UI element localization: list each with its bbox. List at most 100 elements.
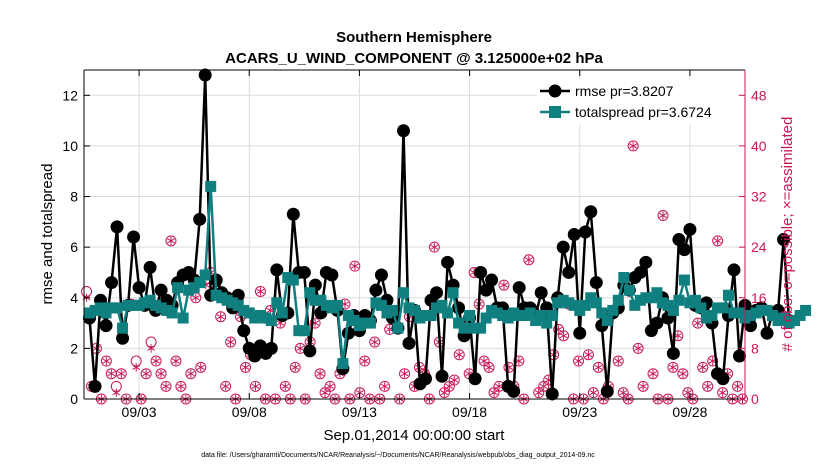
rmse-point <box>468 372 482 386</box>
y2-tick-label: 0 <box>751 391 759 407</box>
totalspread-point <box>706 309 718 321</box>
possible-marker <box>324 380 336 392</box>
assimilated-marker <box>152 356 160 366</box>
totalspread-point <box>84 307 96 319</box>
totalspread-point <box>717 302 729 314</box>
assimilated-marker <box>112 388 121 397</box>
totalspread-point <box>271 297 283 309</box>
totalspread-point <box>386 304 398 316</box>
plot-frame <box>83 69 746 400</box>
totalspread-point <box>700 312 712 324</box>
assimilated-marker <box>370 337 379 347</box>
possible-marker <box>647 368 659 380</box>
possible-marker <box>717 387 729 399</box>
y-tick-label: 6 <box>70 239 78 255</box>
assimilated-marker <box>524 255 533 265</box>
assimilated-marker <box>534 388 543 397</box>
totalspread-point <box>381 307 393 319</box>
assimilated-marker <box>659 211 667 220</box>
assimilated-marker <box>241 363 250 372</box>
rmse-point <box>435 369 449 383</box>
assimilated-marker <box>226 337 235 347</box>
totalspread-point <box>535 309 547 321</box>
assimilated-marker <box>639 382 648 391</box>
possible-marker <box>100 355 112 367</box>
possible-marker <box>155 368 167 380</box>
rmse-point <box>562 265 576 279</box>
assimilated-marker <box>678 369 687 378</box>
totalspread-point <box>563 297 575 309</box>
rmse-point <box>672 233 686 247</box>
totalspread-point <box>728 307 740 319</box>
rmse-point <box>683 222 697 236</box>
totalspread-point <box>673 294 685 306</box>
possible-marker <box>150 355 162 367</box>
possible-marker <box>195 361 207 373</box>
assimilated-marker <box>221 382 230 391</box>
possible-marker <box>707 355 719 367</box>
assimilated-marker <box>455 350 464 359</box>
totalspread-point <box>689 294 701 306</box>
x-tick-label: 09/13 <box>342 404 377 420</box>
totalspread-point <box>579 299 591 311</box>
possible-marker <box>399 368 411 380</box>
y-axis-right: 0 8 16 24 32 40 48 <box>739 87 767 407</box>
possible-marker <box>573 355 585 367</box>
rmse-point <box>99 319 113 333</box>
assimilated-marker <box>440 388 449 397</box>
legend-box <box>537 79 738 125</box>
assimilated-marker <box>539 382 548 391</box>
totalspread-point <box>359 317 371 329</box>
assimilated-marker <box>291 363 300 372</box>
x-axis-label: Sep.01,2014 00:00:00 start <box>324 427 506 444</box>
totalspread-point <box>574 304 586 316</box>
rmse-point <box>88 379 102 393</box>
assimilated-marker <box>196 363 205 372</box>
totalspread-point <box>678 274 690 286</box>
totalspread-point <box>243 307 255 319</box>
y-axis-left: 0 2 4 6 8 10 12 <box>62 87 90 407</box>
totalspread-point <box>392 322 404 334</box>
totalspread-point <box>161 304 173 316</box>
assimilated-marker <box>102 356 111 366</box>
totalspread-point <box>645 292 657 304</box>
possible-marker <box>587 387 599 399</box>
assimilated-marker <box>167 236 175 246</box>
rmse-point <box>727 263 741 277</box>
totalspread-point <box>183 284 195 296</box>
possible-marker <box>712 235 724 247</box>
totalspread-point <box>414 312 426 324</box>
totalspread-point <box>348 315 360 327</box>
rmse-point <box>633 265 647 279</box>
totalspread-point <box>210 289 222 301</box>
assimilated-marker <box>733 382 742 391</box>
totalspread-point <box>767 309 779 321</box>
totalspread-point <box>546 309 558 321</box>
assimilated-marker <box>574 356 583 366</box>
possible-marker <box>612 355 624 367</box>
possible-marker <box>249 380 261 392</box>
totalspread-point <box>221 294 233 306</box>
rmse-point <box>760 326 774 340</box>
totalspread-point <box>409 304 420 316</box>
assimilated-marker <box>649 369 657 378</box>
assimilated-marker <box>191 293 200 302</box>
totalspread-point <box>199 269 211 281</box>
totalspread-point <box>304 287 316 299</box>
y2-tick-label: 24 <box>751 239 767 255</box>
assimilated-marker <box>718 388 727 397</box>
assimilated-marker <box>281 382 290 391</box>
rmse-point <box>402 336 416 350</box>
rmse-point <box>116 331 130 345</box>
possible-marker <box>677 368 689 380</box>
possible-marker <box>309 317 321 329</box>
possible-marker <box>453 349 465 361</box>
possible-marker <box>359 355 371 367</box>
rmse-point <box>127 230 141 244</box>
assimilated-marker <box>430 242 439 252</box>
possible-marker <box>240 361 252 373</box>
x-tick-label: 09/28 <box>672 404 707 420</box>
totalspread-point <box>772 315 784 327</box>
totalspread-point <box>150 299 162 311</box>
rmse-point <box>474 265 488 279</box>
